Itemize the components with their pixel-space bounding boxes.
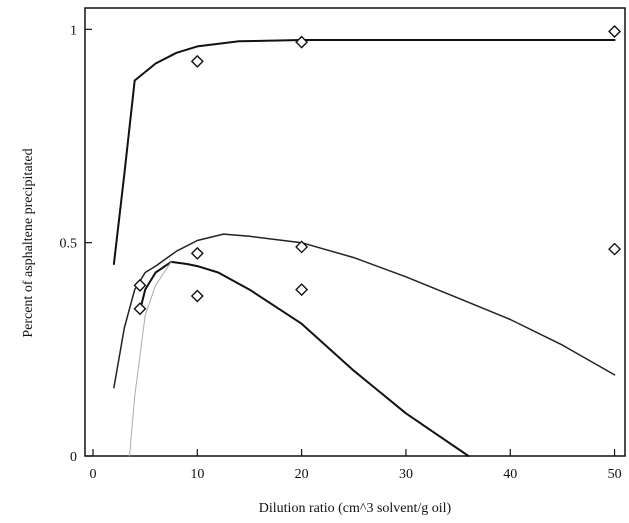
plot-border [84, 7, 626, 457]
y-tick-label: 0.5 [60, 237, 78, 252]
data-point-diamond [190, 54, 204, 68]
data-point-diamond [608, 24, 622, 38]
x-tick-label: 40 [503, 467, 517, 482]
series-line-2 [113, 233, 616, 389]
series-line-3 [138, 260, 470, 457]
x-tick-label: 30 [399, 467, 413, 482]
series-layer [112, 24, 622, 457]
data-point-diamond [190, 289, 204, 303]
x-tick-label: 20 [295, 467, 309, 482]
data-point-diamond [295, 283, 309, 297]
data-point-diamond [190, 246, 204, 260]
data-point-diamond [295, 35, 309, 49]
x-tick-label: 0 [90, 467, 97, 482]
x-tick-label: 50 [608, 467, 622, 482]
x-axis-label: Dilution ratio (cm^3 solvent/g oil) [259, 501, 452, 516]
y-axis-label: Percent of asphaltene precipitated [21, 148, 36, 337]
y-tick-label: 0 [70, 450, 77, 465]
y-tick-label: 1 [70, 23, 77, 38]
plot-frame [84, 7, 626, 457]
x-tick-label: 10 [190, 467, 204, 482]
data-point-diamond [608, 242, 622, 256]
data-point-diamond [295, 240, 309, 254]
ticks: 0 10 20 30 40 50 0 0.5 1 [60, 23, 622, 482]
series-line-1 [112, 39, 616, 265]
data-point-diamond [133, 302, 147, 316]
data-point-diamond [133, 278, 147, 292]
series-line-4 [129, 261, 172, 457]
